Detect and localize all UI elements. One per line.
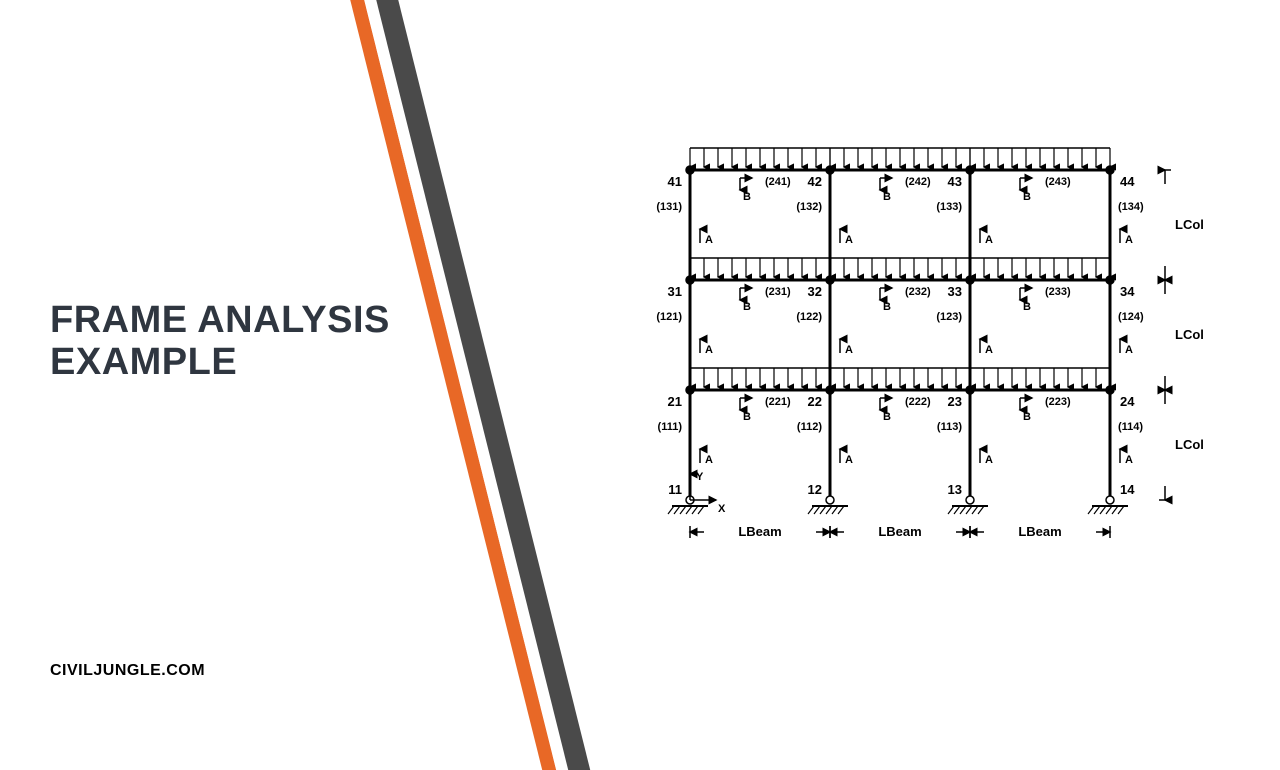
svg-text:A: A <box>705 234 713 246</box>
svg-text:LBeam: LBeam <box>1018 524 1061 539</box>
svg-text:(242): (242) <box>905 176 931 188</box>
svg-text:(231): (231) <box>765 286 791 298</box>
title-line-2: EXAMPLE <box>50 341 237 383</box>
svg-text:22: 22 <box>808 394 822 409</box>
svg-text:LBeam: LBeam <box>738 524 781 539</box>
svg-text:(123): (123) <box>936 311 962 323</box>
svg-text:B: B <box>743 301 751 313</box>
svg-text:B: B <box>1023 191 1031 203</box>
svg-text:12: 12 <box>808 482 822 497</box>
svg-text:LCol: LCol <box>1175 327 1204 342</box>
svg-text:11: 11 <box>668 482 682 497</box>
svg-text:Y: Y <box>696 471 704 483</box>
svg-text:B: B <box>743 191 751 203</box>
svg-text:LCol: LCol <box>1175 217 1204 232</box>
svg-text:(223): (223) <box>1045 396 1071 408</box>
svg-text:(243): (243) <box>1045 176 1071 188</box>
svg-text:23: 23 <box>948 394 962 409</box>
svg-text:(112): (112) <box>797 421 822 433</box>
svg-text:(134): (134) <box>1118 201 1144 213</box>
svg-text:31: 31 <box>668 284 682 299</box>
svg-text:(221): (221) <box>765 396 791 408</box>
svg-text:(232): (232) <box>905 286 931 298</box>
svg-text:13: 13 <box>948 482 962 497</box>
svg-text:A: A <box>845 454 853 466</box>
svg-text:A: A <box>1125 234 1133 246</box>
svg-text:A: A <box>985 454 993 466</box>
svg-text:(113): (113) <box>937 421 962 433</box>
svg-text:(233): (233) <box>1045 286 1071 298</box>
svg-text:21: 21 <box>668 394 682 409</box>
svg-text:A: A <box>845 234 853 246</box>
svg-text:(222): (222) <box>905 396 931 408</box>
svg-text:B: B <box>883 301 891 313</box>
page-title: FRAME ANALYSIS EXAMPLE <box>50 300 470 384</box>
svg-text:A: A <box>705 344 713 356</box>
svg-text:43: 43 <box>948 174 962 189</box>
svg-text:44: 44 <box>1120 174 1135 189</box>
title-line-1: FRAME ANALYSIS <box>50 299 390 341</box>
svg-text:A: A <box>985 344 993 356</box>
svg-text:A: A <box>705 454 713 466</box>
title-block: FRAME ANALYSIS EXAMPLE <box>50 300 470 384</box>
svg-text:24: 24 <box>1120 394 1135 409</box>
svg-text:(111): (111) <box>658 421 683 433</box>
svg-text:B: B <box>743 411 751 423</box>
svg-text:A: A <box>845 344 853 356</box>
svg-text:(114): (114) <box>1118 421 1143 433</box>
svg-text:B: B <box>1023 301 1031 313</box>
stripe-white <box>352 0 568 770</box>
svg-text:32: 32 <box>808 284 822 299</box>
svg-text:41: 41 <box>668 174 682 189</box>
svg-text:LCol: LCol <box>1175 437 1204 452</box>
svg-text:B: B <box>883 411 891 423</box>
svg-text:34: 34 <box>1120 284 1135 299</box>
svg-text:LBeam: LBeam <box>878 524 921 539</box>
svg-text:(124): (124) <box>1118 311 1144 323</box>
svg-text:X: X <box>718 503 726 515</box>
svg-text:B: B <box>1023 411 1031 423</box>
svg-text:(132): (132) <box>796 201 822 213</box>
svg-text:(121): (121) <box>656 311 682 323</box>
svg-text:33: 33 <box>948 284 962 299</box>
frame-diagram: 41 42 43 44 31 32 33 34 21 22 23 24 11 12 13 14 (241) B (2… <box>630 120 1250 580</box>
stripe-orange <box>338 0 556 770</box>
svg-text:A: A <box>985 234 993 246</box>
svg-text:(133): (133) <box>936 201 962 213</box>
svg-text:A: A <box>1125 454 1133 466</box>
svg-text:(131): (131) <box>656 201 682 213</box>
svg-text:(122): (122) <box>796 311 822 323</box>
svg-text:B: B <box>883 191 891 203</box>
svg-text:42: 42 <box>808 174 822 189</box>
svg-text:A: A <box>1125 344 1133 356</box>
footer-site: CIVILJUNGLE.COM <box>50 662 205 680</box>
svg-text:(241): (241) <box>765 176 791 188</box>
stripe-grey <box>364 0 590 770</box>
svg-text:14: 14 <box>1120 482 1135 497</box>
